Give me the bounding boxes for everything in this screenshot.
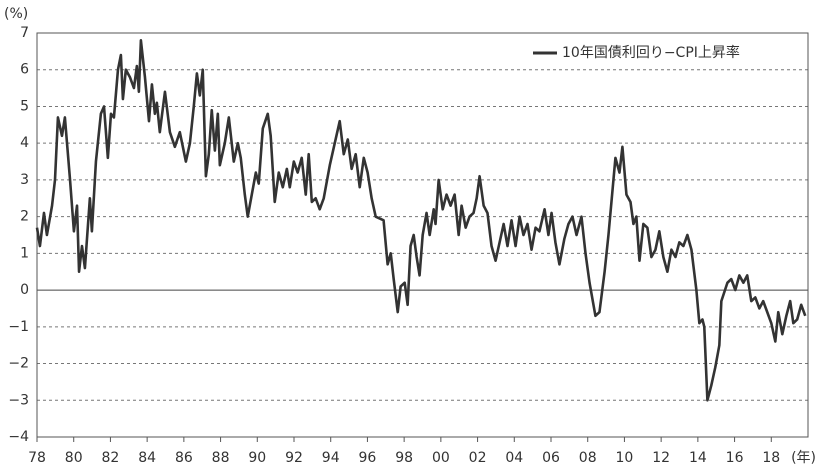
x-tick-label: 02 [469,450,487,466]
x-tick-label: 82 [102,450,120,466]
x-tick-label: 16 [726,450,744,466]
y-tick-label: 3 [20,172,29,188]
x-tick-label: 84 [138,450,156,466]
x-tick-label: 12 [652,450,670,466]
x-tick-label: 88 [212,450,230,466]
x-tick-label: 06 [542,450,560,466]
y-unit: (%) [4,6,28,22]
y-tick-label: 5 [20,98,29,114]
x-tick-label: 92 [285,450,303,466]
x-tick-label: 18 [762,450,780,466]
x-tick-label: 80 [65,450,83,466]
y-tick-label: 0 [20,282,29,298]
x-tick-label: 04 [505,450,523,466]
y-tick-label: 7 [20,25,29,41]
x-tick-label: 90 [248,450,266,466]
x-tick-label: 96 [359,450,377,466]
x-tick-label: 08 [579,450,597,466]
y-tick-label: −4 [8,429,29,445]
x-tick-label: 94 [322,450,340,466]
legend-bg [520,41,800,65]
y-tick-label: 1 [20,245,29,261]
x-tick-label: 98 [395,450,413,466]
x-tick-label: 78 [28,450,46,466]
x-tick-label: 14 [689,450,707,466]
y-tick-label: −2 [8,356,29,372]
x-unit: (年) [791,450,816,466]
legend-label: 10年国債利回り−CPI上昇率 [562,44,740,61]
y-tick-label: −1 [8,319,29,335]
data-line [35,39,807,402]
x-tick-label: 10 [616,450,634,466]
y-tick-label: 6 [20,62,29,78]
y-tick-label: −3 [8,392,29,408]
y-tick-label: 4 [20,135,29,151]
x-tick-label: 00 [432,450,450,466]
y-tick-label: 2 [20,209,29,225]
x-tick-label: 86 [175,450,193,466]
